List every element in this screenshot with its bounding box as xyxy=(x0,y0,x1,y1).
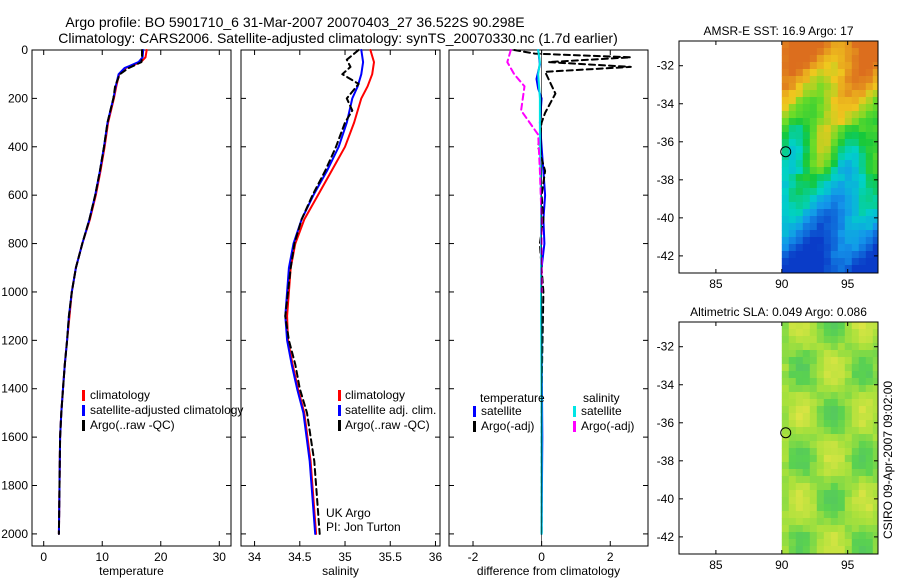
x-tick-label: 0 xyxy=(538,550,545,564)
title-line-2: Climatology: CARS2006. Satellite-adjuste… xyxy=(58,30,618,46)
legend-label: Argo(..raw -QC) xyxy=(345,418,430,432)
map-x-tick-label: 85 xyxy=(709,558,723,572)
map-y-tick-label: -40 xyxy=(657,211,675,225)
legend-swatch xyxy=(473,406,476,417)
series-line-argo-raw-qc xyxy=(57,49,143,535)
map-x-tick-label: 95 xyxy=(841,277,855,291)
map-y-tick-label: -36 xyxy=(657,135,675,149)
map-y-tick-label: -38 xyxy=(657,454,675,468)
y-tick-label: 1600 xyxy=(1,430,28,444)
legend-label: climatology xyxy=(90,388,150,402)
x-axis-label: salinity xyxy=(322,564,359,578)
series-line-temperature-argo-adj xyxy=(513,49,632,535)
x-tick-label: 20 xyxy=(154,550,168,564)
series-line-climatology xyxy=(286,49,375,535)
map-frame xyxy=(678,321,879,555)
map-y-tick-label: -40 xyxy=(657,492,675,506)
legend-label: Argo(-adj) xyxy=(481,419,534,433)
legend-swatch xyxy=(573,406,576,417)
legend-label: satellite adj. clim. xyxy=(345,403,436,417)
title-line-1: Argo profile: BO 5901710_6 31-Mar-2007 2… xyxy=(65,14,524,30)
x-axis-label: difference from climatology xyxy=(477,564,620,578)
map-y-tick-label: -34 xyxy=(657,97,675,111)
y-tick-label: 1800 xyxy=(1,479,28,493)
x-tick-label: 2 xyxy=(607,550,614,564)
plot-frame xyxy=(240,49,441,547)
y-tick-label: 2000 xyxy=(1,527,28,541)
map-y-tick-label: -34 xyxy=(657,378,675,392)
map-y-tick-label: -32 xyxy=(657,59,675,73)
legend-label: Argo(..raw -QC) xyxy=(90,418,175,432)
map-title: AMSR-E SST: 16.9 Argo: 17 xyxy=(703,24,853,38)
legend-group-title-salinity: salinity xyxy=(583,391,620,405)
series-line-satellite-adj-clim xyxy=(284,49,365,535)
legend-swatch xyxy=(338,390,341,401)
plot-frame xyxy=(31,49,232,547)
legend-label: satellite xyxy=(481,404,522,418)
y-tick-label: 1000 xyxy=(1,285,28,299)
x-tick-label: 35.5 xyxy=(379,550,403,564)
map-x-tick-label: 95 xyxy=(841,558,855,572)
legend-swatch xyxy=(473,421,476,432)
y-tick-label: 400 xyxy=(8,140,28,154)
x-axis-label: temperature xyxy=(99,564,164,578)
annotation-line-2: PI: Jon Turton xyxy=(326,520,401,534)
legend-swatch xyxy=(338,420,341,431)
csiro-side-label: CSIRO 09-Apr-2007 09:02:00 xyxy=(881,381,895,539)
x-tick-label: 34 xyxy=(248,550,262,564)
sst-field xyxy=(781,41,879,274)
legend-swatch xyxy=(82,405,85,416)
x-tick-label: 35 xyxy=(338,550,352,564)
y-tick-label: 1200 xyxy=(1,333,28,347)
y-tick-label: 0 xyxy=(21,43,28,57)
y-tick-label: 1400 xyxy=(1,382,28,396)
plot-frame xyxy=(448,49,649,547)
annotation-line-1: UK Argo xyxy=(326,506,371,520)
map-title: Altimetric SLA: 0.049 Argo: 0.086 xyxy=(690,305,867,319)
sla-field xyxy=(781,322,879,555)
sla-map-panel: Altimetric SLA: 0.049 Argo: 0.086 85 90 95 -… xyxy=(657,305,879,572)
argo-position-marker xyxy=(780,427,792,439)
x-tick-label: -2 xyxy=(468,550,479,564)
map-y-tick-label: -38 xyxy=(657,173,675,187)
x-tick-label: 30 xyxy=(213,550,227,564)
map-x-tick-label: 85 xyxy=(709,277,723,291)
map-frame xyxy=(678,40,879,274)
legend-swatch xyxy=(82,390,85,401)
map-x-tick-label: 90 xyxy=(775,277,789,291)
y-tick-label: 800 xyxy=(8,237,28,251)
legend-swatch xyxy=(573,421,576,432)
argo-position-marker xyxy=(780,146,792,158)
series-line-argo-raw-qc xyxy=(284,49,360,535)
legend-group-title-temperature: temperature xyxy=(480,391,545,405)
series-line-salinity-argo-adj xyxy=(506,49,543,293)
map-y-tick-label: -32 xyxy=(657,340,675,354)
map-y-tick-label: -42 xyxy=(657,249,675,263)
sst-map-panel: AMSR-E SST: 16.9 Argo: 17 85 90 95 -32 -34 -36… xyxy=(657,24,879,291)
map-y-tick-label: -42 xyxy=(657,530,675,544)
map-y-tick-label: -36 xyxy=(657,416,675,430)
map-x-tick-label: 90 xyxy=(775,558,789,572)
legend-swatch xyxy=(338,405,341,416)
x-tick-label: 34.5 xyxy=(288,550,312,564)
legend-swatch xyxy=(82,420,85,431)
x-tick-label: 36 xyxy=(429,550,443,564)
legend-label: satellite-adjusted climatology xyxy=(90,403,243,417)
legend-label: climatology xyxy=(345,388,405,402)
temperature-panel: 0 10 20 30 0 200 400 600 800 1000 1200 1400 1600 1800… xyxy=(1,43,243,578)
salinity-panel: 34 34.5 35 35.5 36 salinity climatologysatelli… xyxy=(240,49,443,578)
x-tick-label: 10 xyxy=(96,550,110,564)
y-tick-label: 200 xyxy=(8,91,28,105)
x-tick-label: 0 xyxy=(40,550,47,564)
y-tick-label: 600 xyxy=(8,188,28,202)
legend-label: Argo(-adj) xyxy=(581,419,634,433)
legend-label: satellite xyxy=(581,404,622,418)
